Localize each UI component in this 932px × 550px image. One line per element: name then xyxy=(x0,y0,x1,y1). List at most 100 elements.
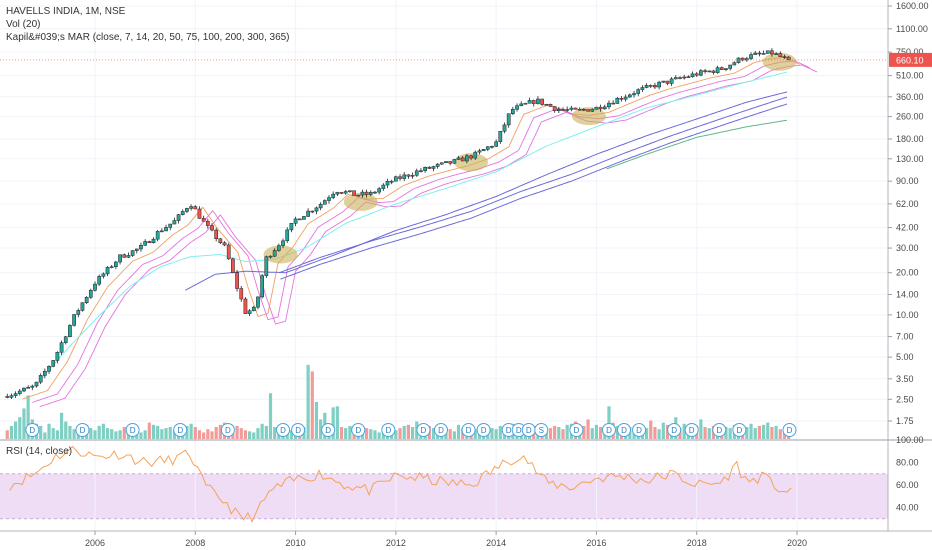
candle-body xyxy=(531,100,536,104)
ma-14-line xyxy=(32,60,810,403)
candle-body xyxy=(494,141,498,147)
candle-body xyxy=(197,208,202,219)
candle-body xyxy=(17,390,22,394)
price-tick-label: 260.00 xyxy=(896,112,924,122)
candle-body xyxy=(331,193,336,198)
dividend-marker: D xyxy=(782,423,797,437)
dividend-marker: D xyxy=(276,423,291,437)
volume-legend: Vol (20) xyxy=(6,19,40,30)
candle-body xyxy=(490,146,494,148)
candle-body xyxy=(352,190,356,196)
candle-body xyxy=(297,218,302,221)
candle-body xyxy=(682,76,687,79)
dividend-marker: D xyxy=(684,423,699,437)
candle-body xyxy=(239,288,244,300)
candle-body xyxy=(51,360,56,367)
candle-body xyxy=(394,176,398,182)
candle-body xyxy=(699,70,703,76)
volume-bar xyxy=(72,429,76,439)
event-label: D xyxy=(421,426,427,435)
volume-bar xyxy=(43,432,47,439)
candle-body xyxy=(38,375,43,383)
candle-body xyxy=(180,211,185,215)
volume-bar xyxy=(649,420,653,439)
last-price-group: 660.10 xyxy=(0,52,932,67)
volume-bar xyxy=(156,425,160,439)
volume-bar xyxy=(348,425,352,439)
candle-body xyxy=(147,241,152,244)
rsi-band xyxy=(0,473,888,520)
price-tick-label: 1.75 xyxy=(896,416,914,426)
candle-body xyxy=(439,162,444,165)
candle-body xyxy=(582,109,586,111)
volume-bar xyxy=(745,427,749,439)
highlight-ellipse xyxy=(263,245,298,264)
volume-bar xyxy=(565,424,569,439)
event-label: D xyxy=(481,426,487,435)
volume-bar xyxy=(89,428,93,439)
price-tick-label: 7.00 xyxy=(896,332,914,342)
candle-body xyxy=(318,204,323,209)
volume-bar xyxy=(105,428,110,439)
candle-body xyxy=(381,184,386,189)
ma-50-line xyxy=(39,71,788,381)
volume-bar xyxy=(456,424,461,439)
candle-body xyxy=(84,297,89,303)
candle-body xyxy=(360,191,365,196)
event-label: D xyxy=(130,426,136,435)
dividend-marker: D xyxy=(351,423,366,437)
dividend-marker: D xyxy=(712,423,727,437)
volume-bar xyxy=(9,425,14,439)
candle-body xyxy=(648,85,653,87)
volume-bar xyxy=(14,421,18,439)
candle-body xyxy=(448,161,453,164)
axes: 1600.00 1100.00 750.00 510.00 360.00 260.00 18… xyxy=(85,1,929,548)
ma-7-line xyxy=(22,56,800,400)
volume-bar xyxy=(586,419,590,439)
candle-body xyxy=(222,242,227,246)
volume-bar xyxy=(101,423,105,439)
candle-body xyxy=(356,194,361,197)
volume-bar xyxy=(197,430,202,439)
time-tick-label: 2020 xyxy=(787,538,807,548)
candle-body xyxy=(247,310,252,314)
volume-bar xyxy=(5,430,9,439)
candle-body xyxy=(398,176,402,179)
volume-bar xyxy=(55,430,59,439)
candle-body xyxy=(481,149,486,152)
event-label: D xyxy=(385,426,391,435)
candle-body xyxy=(640,87,645,90)
candle-body xyxy=(63,336,68,343)
dividend-marker: D xyxy=(632,423,647,437)
candle-body xyxy=(690,73,695,77)
price-tick-label: 180.00 xyxy=(896,134,924,144)
volume-bar xyxy=(260,423,264,439)
volume-bar xyxy=(335,406,339,439)
candle-body xyxy=(502,124,507,132)
volume-bar xyxy=(256,428,260,439)
rsi-tick-label: 80.00 xyxy=(896,458,919,468)
candle-body xyxy=(285,229,290,242)
ma-100-line xyxy=(185,91,788,291)
volume-bar xyxy=(314,401,319,439)
candle-body xyxy=(13,393,18,396)
volume-bar xyxy=(703,427,707,439)
candle-body xyxy=(711,70,716,73)
candle-body xyxy=(485,146,490,150)
candle-body xyxy=(694,73,699,76)
candle-body xyxy=(256,296,260,308)
dividend-marker: D xyxy=(291,423,306,437)
candle-body xyxy=(364,191,369,195)
candle-body xyxy=(736,57,741,63)
candle-body xyxy=(515,105,519,110)
highlight-ellipses xyxy=(263,52,797,264)
volume-bar xyxy=(753,428,757,439)
price-tick-label: 14.00 xyxy=(896,289,919,299)
volume-bar xyxy=(18,417,22,439)
candle-body xyxy=(452,159,457,164)
volume-bar xyxy=(448,429,452,439)
event-label: D xyxy=(526,426,532,435)
volume-bar xyxy=(774,425,778,439)
candle-body xyxy=(410,174,415,177)
